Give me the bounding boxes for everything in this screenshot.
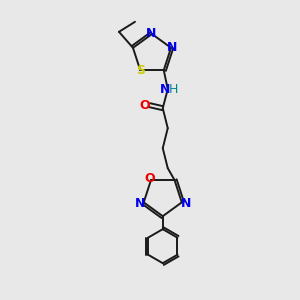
Text: O: O <box>140 99 150 112</box>
Text: O: O <box>145 172 155 185</box>
Text: N: N <box>181 197 191 210</box>
Text: N: N <box>134 197 145 210</box>
Text: S: S <box>136 64 145 77</box>
Text: H: H <box>169 83 178 96</box>
Text: N: N <box>167 41 177 54</box>
Text: N: N <box>146 27 156 40</box>
Text: N: N <box>160 83 170 96</box>
